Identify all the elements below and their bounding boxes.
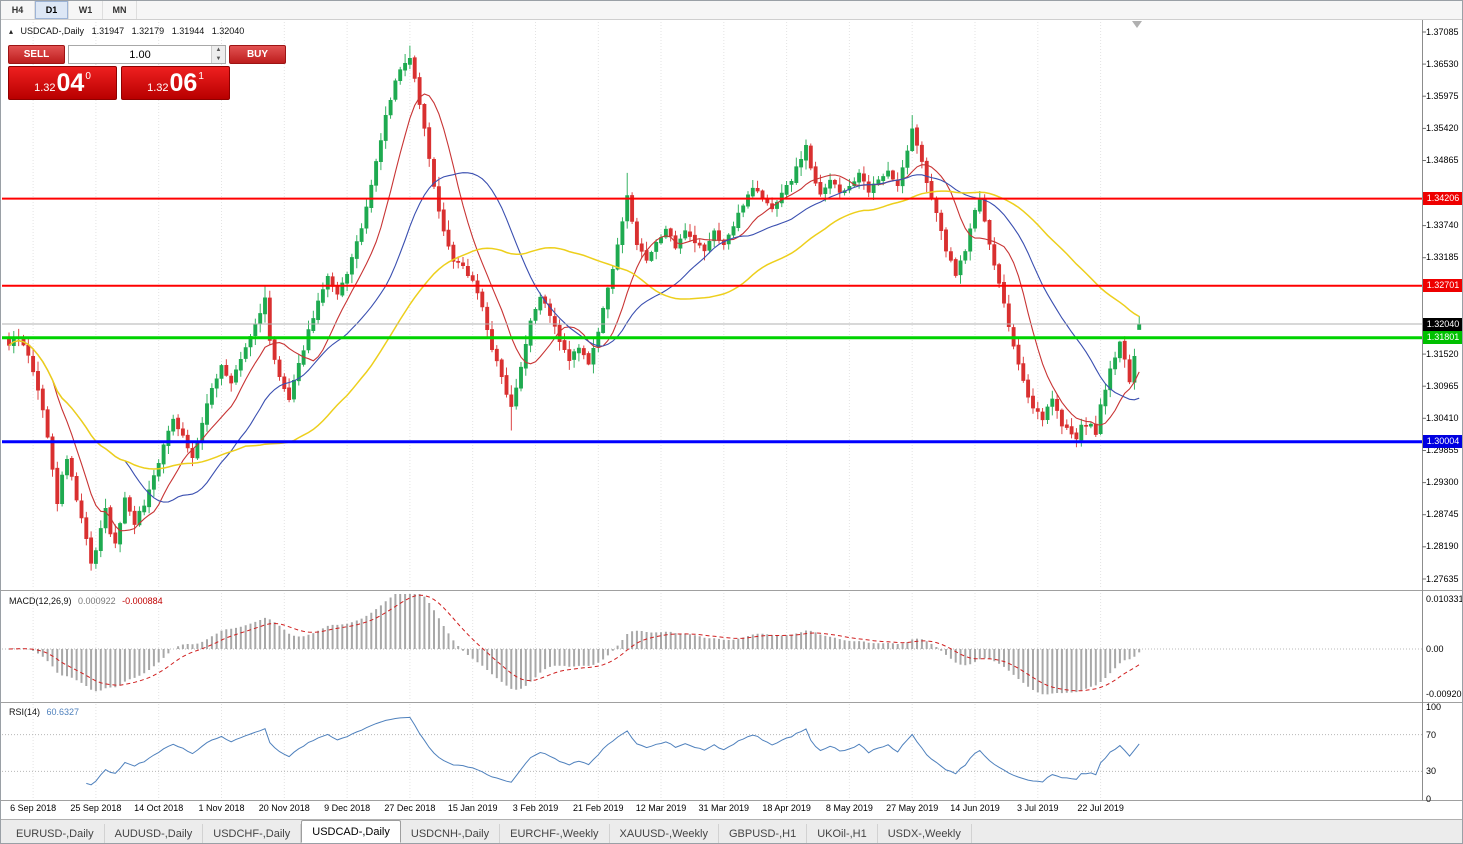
date-label: 8 May 2019 xyxy=(825,803,873,813)
macd-axis-label: 0.00 xyxy=(1426,644,1444,654)
chart-tab-usdcad-daily[interactable]: USDCAD-,Daily xyxy=(301,820,401,843)
price-axis-label: 1.30965 xyxy=(1426,380,1459,391)
chart-tab-ukoil-h1[interactable]: UKOil-,H1 xyxy=(807,824,878,843)
volume-box: ▲ ▼ xyxy=(68,45,226,64)
price-tag: 1.30004 xyxy=(1423,435,1462,449)
buy-price-pips: 06 xyxy=(169,68,198,97)
date-label: 21 Feb 2019 xyxy=(573,803,624,813)
price-axis-label: 1.28190 xyxy=(1426,541,1459,552)
price-axis-label: 1.33185 xyxy=(1426,252,1459,263)
buy-price-point: 1 xyxy=(198,71,204,82)
macd-main-value: 0.000922 xyxy=(78,596,116,606)
chart-tab-usdchf-daily[interactable]: USDCHF-,Daily xyxy=(203,824,302,843)
price-axis-label: 1.33740 xyxy=(1426,220,1459,231)
ohlc-open-value: 1.31947 xyxy=(91,26,125,36)
volume-down-icon[interactable]: ▼ xyxy=(212,54,225,63)
price-axis-label: 1.35975 xyxy=(1426,90,1459,101)
price-axis-label: 1.35420 xyxy=(1426,122,1459,133)
date-label: 3 Jul 2019 xyxy=(1017,803,1059,813)
chart-symbol-label: USDCAD-,Daily xyxy=(20,26,85,36)
rsi-value: 60.6327 xyxy=(46,707,80,717)
date-label: 20 Nov 2018 xyxy=(258,803,310,813)
price-axis-label: 1.30410 xyxy=(1426,412,1459,423)
ohlc-close-value: 1.32040 xyxy=(211,26,245,36)
macd-name: MACD(12,26,9) xyxy=(9,596,72,606)
chart-tab-eurchf-weekly[interactable]: EURCHF-,Weekly xyxy=(500,824,610,843)
date-label: 31 Mar 2019 xyxy=(698,803,750,813)
price-tag: 1.31801 xyxy=(1423,331,1462,345)
date-label: 6 Sep 2018 xyxy=(10,803,57,813)
date-label: 1 Nov 2018 xyxy=(198,803,245,813)
buy-price-button[interactable]: 1.32 06 1 xyxy=(121,66,230,100)
date-label: 14 Oct 2018 xyxy=(134,803,184,813)
date-label: 15 Jan 2019 xyxy=(447,803,498,813)
chart-tabs-bar: EURUSD-,Daily AUDUSD-,Daily USDCHF-,Daily U… xyxy=(1,819,1462,843)
buy-price-main: 1.32 xyxy=(147,82,169,94)
one-click-trading-panel: SELL ▲ ▼ BUY 1.32 04 0 1.32 xyxy=(8,45,286,100)
rsi-axis-label: 100 xyxy=(1426,702,1442,712)
date-label: 25 Sep 2018 xyxy=(70,803,122,813)
timeframe-button-d1[interactable]: D1 xyxy=(35,1,69,19)
price-axis-label: 1.28745 xyxy=(1426,509,1459,520)
price-axis-label: 1.27635 xyxy=(1426,573,1459,584)
chart-tab-xauusd-weekly[interactable]: XAUUSD-,Weekly xyxy=(610,824,719,843)
price-tag: 1.32040 xyxy=(1423,317,1462,331)
volume-spinner: ▲ ▼ xyxy=(211,46,225,63)
date-label: 18 Apr 2019 xyxy=(762,803,811,813)
chart-marker-icon: ▴ xyxy=(9,27,14,36)
chart-tab-usdcnh-daily[interactable]: USDCNH-,Daily xyxy=(401,824,501,843)
date-label: 9 Dec 2018 xyxy=(324,803,371,813)
sell-price-point: 0 xyxy=(85,71,91,82)
rsi-axis-label: 30 xyxy=(1426,766,1437,777)
sell-price-button[interactable]: 1.32 04 0 xyxy=(8,66,117,100)
price-tag: 1.32701 xyxy=(1423,279,1462,293)
rsi-axis-label: 0 xyxy=(1426,794,1432,804)
price-axis-label: 1.37085 xyxy=(1426,26,1459,37)
ohlc-high-value: 1.32179 xyxy=(131,26,165,36)
chart-tab-audusd-daily[interactable]: AUDUSD-,Daily xyxy=(105,824,204,843)
date-label: 27 Dec 2018 xyxy=(384,803,436,813)
sell-price-pips: 04 xyxy=(56,68,85,97)
macd-signal-value: -0.000884 xyxy=(122,596,163,606)
date-label: 14 Jun 2019 xyxy=(950,803,1000,813)
chart-canvas[interactable] xyxy=(1,1,1463,821)
date-label: 12 Mar 2019 xyxy=(635,803,687,813)
chart-tab-gbpusd-h1[interactable]: GBPUSD-,H1 xyxy=(719,824,808,843)
chart-ohlc-header: ▴ USDCAD-,Daily 1.31947 1.32179 1.31944 … xyxy=(9,26,249,36)
chart-tab-usdx-weekly[interactable]: USDX-,Weekly xyxy=(878,824,972,843)
buy-button[interactable]: BUY xyxy=(229,45,286,64)
date-label: 3 Feb 2019 xyxy=(512,803,559,813)
chart-tab-eurusd-daily[interactable]: EURUSD-,Daily xyxy=(6,824,105,843)
price-axis-label: 1.29300 xyxy=(1426,477,1459,488)
macd-indicator-label: MACD(12,26,9) 0.000922 -0.000884 xyxy=(9,596,167,606)
macd-axis-label: -0.009203 xyxy=(1426,688,1463,699)
sell-button[interactable]: SELL xyxy=(8,45,65,64)
rsi-axis-label: 70 xyxy=(1426,729,1437,740)
timeframe-button-mn[interactable]: MN xyxy=(103,1,137,19)
sell-price-main: 1.32 xyxy=(34,82,56,94)
price-tag: 1.34206 xyxy=(1423,192,1462,206)
date-label: 27 May 2019 xyxy=(886,803,939,813)
volume-up-icon[interactable]: ▲ xyxy=(212,46,225,55)
timeframe-button-h4[interactable]: H4 xyxy=(1,1,35,19)
timeframe-toolbar: H4 D1 W1 MN xyxy=(1,1,1462,20)
price-axis-label: 1.31520 xyxy=(1426,348,1459,359)
rsi-name: RSI(14) xyxy=(9,707,41,717)
volume-input[interactable] xyxy=(69,46,211,63)
date-label: 22 Jul 2019 xyxy=(1077,803,1124,813)
price-axis-label: 1.36530 xyxy=(1426,58,1459,69)
rsi-indicator-label: RSI(14) 60.6327 xyxy=(9,707,83,717)
ohlc-low-value: 1.31944 xyxy=(171,26,205,36)
macd-axis-label: 0.010331 xyxy=(1426,594,1463,604)
price-axis-label: 1.34865 xyxy=(1426,155,1459,165)
timeframe-button-w1[interactable]: W1 xyxy=(69,1,103,19)
price-axis-label: 1.29855 xyxy=(1426,445,1459,455)
